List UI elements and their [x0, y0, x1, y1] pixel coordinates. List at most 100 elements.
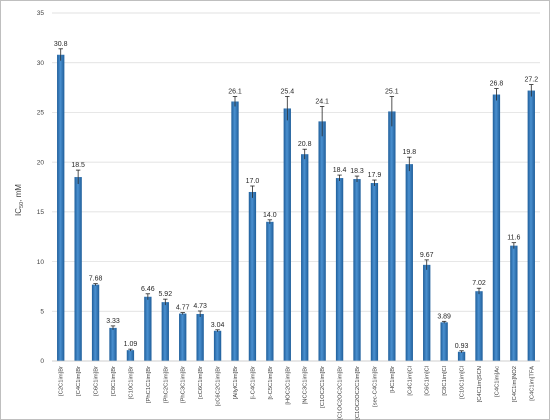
x-category-label: [NCC3C1im]Br — [303, 366, 309, 404]
bar — [57, 54, 65, 361]
x-category-label: [C1OC2OC2C1im]Br — [338, 366, 344, 420]
bar — [283, 108, 291, 361]
y-tick-label: 30 — [37, 60, 45, 67]
bar — [475, 291, 483, 361]
x-category-label: [C10C1im]Br — [128, 366, 134, 399]
x-category-label: [t-C5C1im]Br — [268, 366, 274, 400]
data-label: 20.8 — [298, 141, 312, 148]
x-category-label: [C2C1im]Br — [59, 366, 65, 396]
y-tick-label: 0 — [40, 358, 44, 365]
bar — [353, 179, 361, 361]
data-label: 18.4 — [333, 167, 347, 174]
x-category-label: [C4C1im]TFA — [529, 366, 535, 401]
data-label: 7.02 — [472, 280, 486, 287]
y-tick-label: 5 — [40, 308, 44, 315]
x-category-label: [PhC2C1im]Br — [163, 366, 169, 403]
x-category-label: [PhC1C1im]Br — [146, 366, 152, 403]
bar — [248, 191, 257, 361]
data-label: 3.04 — [211, 322, 225, 329]
data-label: 7.68 — [89, 276, 103, 283]
data-label: 1.09 — [124, 341, 138, 348]
bar — [388, 111, 396, 361]
bar — [161, 302, 169, 361]
bars — [57, 54, 535, 362]
data-label: 25.1 — [385, 89, 399, 96]
bar — [318, 121, 326, 362]
x-category-label: [C4C1im]NO2 — [512, 366, 518, 402]
x-category-label: [C4C1im]SCN — [477, 366, 483, 402]
data-label: 5.92 — [158, 291, 172, 298]
data-label: 6.46 — [141, 286, 155, 293]
data-label: 17.9 — [368, 172, 382, 179]
bar — [405, 164, 413, 361]
x-category-label: [C8C1im]Cl — [442, 366, 448, 396]
x-axis-categories: [C2C1im]Br [C4C1im]Br [C6C1im]Br [C8C1im]Br… — [59, 366, 536, 420]
bar — [527, 90, 535, 361]
x-category-label: [HC1im]Br — [390, 366, 396, 393]
x-category-label: [C6C1im]Br — [94, 366, 100, 396]
bar — [510, 245, 518, 361]
bar — [126, 350, 135, 361]
data-label: 4.77 — [176, 305, 190, 312]
y-tick-label: 35 — [37, 10, 45, 17]
x-category-label: [HOC2C1im]Br — [285, 366, 291, 405]
data-label: 26.1 — [228, 89, 242, 96]
data-label: 19.8 — [402, 149, 416, 156]
y-tick-label: 15 — [37, 209, 45, 216]
data-label: 4.73 — [193, 303, 207, 310]
bar — [213, 330, 222, 361]
bar — [144, 296, 152, 361]
y-tick-label: 10 — [37, 259, 45, 266]
bar — [231, 101, 239, 362]
bar — [423, 264, 431, 361]
data-labels: 30.8 18.5 7.68 3.33 1.09 6.465.92 4.77 4.73 3.04… — [54, 41, 538, 350]
bar — [91, 284, 100, 361]
bar — [266, 221, 274, 361]
error-bars — [58, 48, 534, 353]
data-label: 18.5 — [71, 162, 85, 169]
data-label: 11.6 — [507, 235, 520, 242]
x-category-label: [C4C1im]Ac — [494, 366, 500, 397]
gridlines — [52, 12, 540, 312]
data-label: 24.1 — [315, 98, 329, 105]
y-tick-label: 25 — [37, 110, 45, 117]
data-label: 17.0 — [246, 178, 260, 185]
data-label: 25.4 — [280, 89, 294, 96]
x-category-label: [C4C1im]Br — [76, 366, 82, 396]
bar — [335, 178, 344, 361]
data-label: 9.67 — [420, 252, 434, 259]
x-category-label: [C1OC2OC2C1im]Br — [355, 366, 361, 420]
bar — [457, 351, 466, 361]
x-category-label: [C1OC2C1im]Br — [320, 366, 326, 408]
x-category-label: [C4C1im]Cl — [407, 366, 413, 396]
y-axis-ticks: 0 5 10 15 20 25 30 35 — [37, 10, 45, 365]
data-label: 18.3 — [350, 168, 364, 175]
x-category-label: [C10C1im]Cl — [460, 366, 466, 399]
data-label: 3.33 — [106, 318, 120, 325]
data-label: 14.0 — [263, 212, 277, 219]
data-label: 0.93 — [455, 343, 469, 350]
x-category-label: [sec-C4C1im]Br — [372, 366, 378, 407]
x-category-label: [i-C4C1im]Br — [250, 366, 256, 399]
x-category-label: [C6C1im]Cl — [425, 366, 431, 396]
bar — [196, 313, 204, 361]
y-axis-title: IC50, mM — [14, 184, 25, 216]
data-label: 27.2 — [524, 77, 538, 84]
y-tick-label: 20 — [37, 159, 45, 166]
bar — [370, 183, 379, 361]
bar — [440, 322, 448, 361]
bar — [301, 154, 309, 361]
bar — [74, 177, 82, 361]
x-category-label: [C8C1im]Br — [111, 366, 117, 396]
x-category-label: [cC6C1im]Br — [198, 366, 204, 399]
data-label: 3.89 — [437, 313, 451, 320]
x-category-label: [cC6C2C1im]Br — [216, 366, 222, 406]
x-category-label: [PhC3C1im]Br — [181, 366, 187, 403]
x-category-label: [AllylC1im]Br — [233, 366, 239, 399]
data-label: 26.8 — [490, 81, 504, 88]
bar — [492, 94, 501, 361]
bar — [179, 313, 187, 361]
bar — [109, 327, 117, 361]
